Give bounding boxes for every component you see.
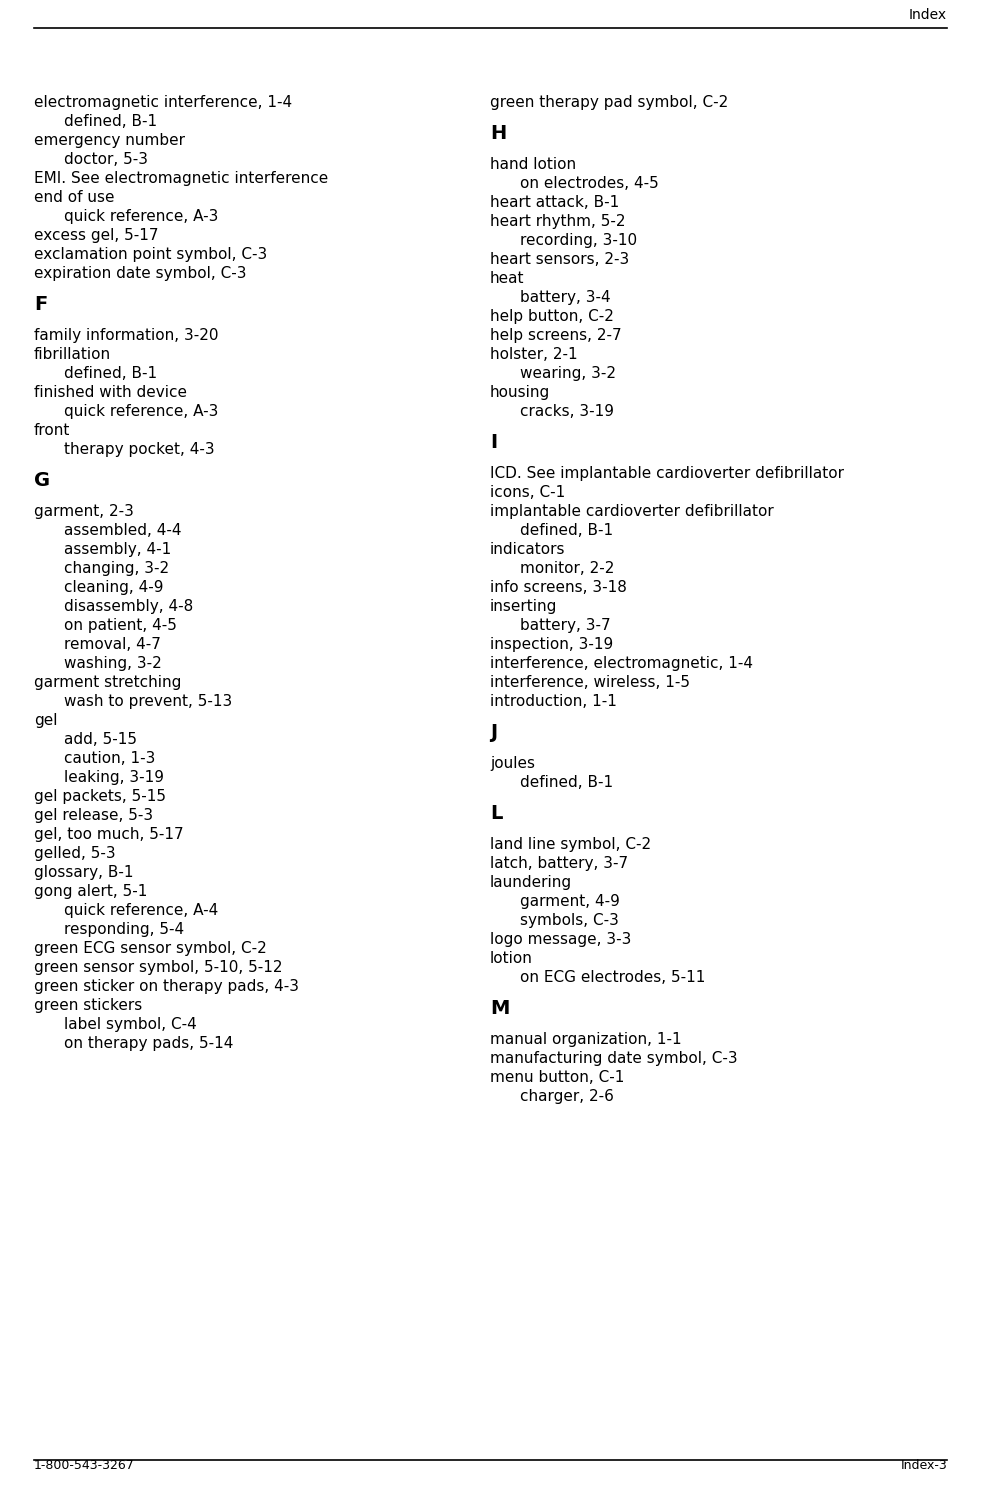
- Text: inspection, 3-19: inspection, 3-19: [490, 637, 613, 652]
- Text: recording, 3-10: recording, 3-10: [520, 233, 637, 248]
- Text: quick reference, A-3: quick reference, A-3: [64, 209, 219, 224]
- Text: implantable cardioverter defibrillator: implantable cardioverter defibrillator: [490, 504, 774, 519]
- Text: on electrodes, 4-5: on electrodes, 4-5: [520, 176, 659, 191]
- Text: gel release, 5-3: gel release, 5-3: [34, 809, 153, 824]
- Text: end of use: end of use: [34, 189, 115, 204]
- Text: laundering: laundering: [490, 874, 572, 891]
- Text: green sensor symbol, 5-10, 5-12: green sensor symbol, 5-10, 5-12: [34, 959, 283, 974]
- Text: green stickers: green stickers: [34, 998, 142, 1013]
- Text: I: I: [490, 433, 497, 452]
- Text: heat: heat: [490, 272, 525, 286]
- Text: heart attack, B-1: heart attack, B-1: [490, 195, 619, 210]
- Text: info screens, 3-18: info screens, 3-18: [490, 580, 627, 595]
- Text: land line symbol, C-2: land line symbol, C-2: [490, 837, 651, 852]
- Text: wash to prevent, 5-13: wash to prevent, 5-13: [64, 694, 232, 709]
- Text: lotion: lotion: [490, 950, 533, 965]
- Text: help button, C-2: help button, C-2: [490, 309, 614, 324]
- Text: disassembly, 4-8: disassembly, 4-8: [64, 598, 193, 615]
- Text: garment, 4-9: garment, 4-9: [520, 894, 620, 909]
- Text: housing: housing: [490, 385, 550, 400]
- Text: indicators: indicators: [490, 542, 565, 557]
- Text: green ECG sensor symbol, C-2: green ECG sensor symbol, C-2: [34, 941, 267, 956]
- Text: Index: Index: [908, 7, 947, 22]
- Text: M: M: [490, 1000, 509, 1018]
- Text: exclamation point symbol, C-3: exclamation point symbol, C-3: [34, 248, 267, 263]
- Text: cleaning, 4-9: cleaning, 4-9: [64, 580, 164, 595]
- Text: gong alert, 5-1: gong alert, 5-1: [34, 883, 147, 900]
- Text: charger, 2-6: charger, 2-6: [520, 1089, 614, 1104]
- Text: quick reference, A-3: quick reference, A-3: [64, 404, 219, 419]
- Text: defined, B-1: defined, B-1: [64, 113, 157, 128]
- Text: symbols, C-3: symbols, C-3: [520, 913, 619, 928]
- Text: therapy pocket, 4-3: therapy pocket, 4-3: [64, 442, 215, 457]
- Text: on patient, 4-5: on patient, 4-5: [64, 618, 177, 633]
- Text: EMI. See electromagnetic interference: EMI. See electromagnetic interference: [34, 172, 329, 186]
- Text: glossary, B-1: glossary, B-1: [34, 865, 133, 880]
- Text: L: L: [490, 804, 502, 824]
- Text: defined, B-1: defined, B-1: [520, 524, 613, 539]
- Text: introduction, 1-1: introduction, 1-1: [490, 694, 617, 709]
- Text: removal, 4-7: removal, 4-7: [64, 637, 161, 652]
- Text: electromagnetic interference, 1-4: electromagnetic interference, 1-4: [34, 95, 292, 110]
- Text: monitor, 2-2: monitor, 2-2: [520, 561, 614, 576]
- Text: gel packets, 5-15: gel packets, 5-15: [34, 789, 166, 804]
- Text: battery, 3-7: battery, 3-7: [520, 618, 610, 633]
- Text: green sticker on therapy pads, 4-3: green sticker on therapy pads, 4-3: [34, 979, 299, 994]
- Text: assembled, 4-4: assembled, 4-4: [64, 524, 181, 539]
- Text: leaking, 3-19: leaking, 3-19: [64, 770, 164, 785]
- Text: battery, 3-4: battery, 3-4: [520, 289, 610, 304]
- Text: defined, B-1: defined, B-1: [64, 366, 157, 380]
- Text: icons, C-1: icons, C-1: [490, 485, 565, 500]
- Text: gel, too much, 5-17: gel, too much, 5-17: [34, 827, 183, 841]
- Text: G: G: [34, 471, 50, 489]
- Text: changing, 3-2: changing, 3-2: [64, 561, 169, 576]
- Text: cracks, 3-19: cracks, 3-19: [520, 404, 614, 419]
- Text: heart sensors, 2-3: heart sensors, 2-3: [490, 252, 629, 267]
- Text: wearing, 3-2: wearing, 3-2: [520, 366, 616, 380]
- Text: garment stretching: garment stretching: [34, 674, 181, 689]
- Text: garment, 2-3: garment, 2-3: [34, 504, 133, 519]
- Text: front: front: [34, 424, 71, 439]
- Text: hand lotion: hand lotion: [490, 157, 576, 172]
- Text: 1-800-543-3267: 1-800-543-3267: [34, 1459, 134, 1473]
- Text: manufacturing date symbol, C-3: manufacturing date symbol, C-3: [490, 1050, 738, 1065]
- Text: assembly, 4-1: assembly, 4-1: [64, 542, 172, 557]
- Text: inserting: inserting: [490, 598, 557, 615]
- Text: holster, 2-1: holster, 2-1: [490, 348, 578, 363]
- Text: excess gel, 5-17: excess gel, 5-17: [34, 228, 159, 243]
- Text: label symbol, C-4: label symbol, C-4: [64, 1018, 197, 1032]
- Text: J: J: [490, 724, 497, 742]
- Text: washing, 3-2: washing, 3-2: [64, 656, 162, 671]
- Text: doctor, 5-3: doctor, 5-3: [64, 152, 148, 167]
- Text: ICD. See implantable cardioverter defibrillator: ICD. See implantable cardioverter defibr…: [490, 466, 844, 480]
- Text: finished with device: finished with device: [34, 385, 187, 400]
- Text: Index-3: Index-3: [901, 1459, 947, 1473]
- Text: F: F: [34, 295, 47, 313]
- Text: heart rhythm, 5-2: heart rhythm, 5-2: [490, 213, 626, 228]
- Text: family information, 3-20: family information, 3-20: [34, 328, 219, 343]
- Text: emergency number: emergency number: [34, 133, 185, 148]
- Text: logo message, 3-3: logo message, 3-3: [490, 932, 632, 947]
- Text: responding, 5-4: responding, 5-4: [64, 922, 184, 937]
- Text: menu button, C-1: menu button, C-1: [490, 1070, 624, 1085]
- Text: interference, electromagnetic, 1-4: interference, electromagnetic, 1-4: [490, 656, 753, 671]
- Text: on therapy pads, 5-14: on therapy pads, 5-14: [64, 1035, 233, 1050]
- Text: add, 5-15: add, 5-15: [64, 733, 137, 747]
- Text: H: H: [490, 124, 506, 143]
- Text: joules: joules: [490, 756, 535, 771]
- Text: defined, B-1: defined, B-1: [520, 774, 613, 789]
- Text: interference, wireless, 1-5: interference, wireless, 1-5: [490, 674, 690, 689]
- Text: quick reference, A-4: quick reference, A-4: [64, 903, 218, 918]
- Text: help screens, 2-7: help screens, 2-7: [490, 328, 622, 343]
- Text: gelled, 5-3: gelled, 5-3: [34, 846, 116, 861]
- Text: latch, battery, 3-7: latch, battery, 3-7: [490, 856, 628, 871]
- Text: expiration date symbol, C-3: expiration date symbol, C-3: [34, 266, 246, 280]
- Text: fibrillation: fibrillation: [34, 348, 111, 363]
- Text: gel: gel: [34, 713, 58, 728]
- Text: green therapy pad symbol, C-2: green therapy pad symbol, C-2: [490, 95, 728, 110]
- Text: on ECG electrodes, 5-11: on ECG electrodes, 5-11: [520, 970, 705, 985]
- Text: caution, 1-3: caution, 1-3: [64, 750, 155, 765]
- Text: manual organization, 1-1: manual organization, 1-1: [490, 1032, 682, 1047]
